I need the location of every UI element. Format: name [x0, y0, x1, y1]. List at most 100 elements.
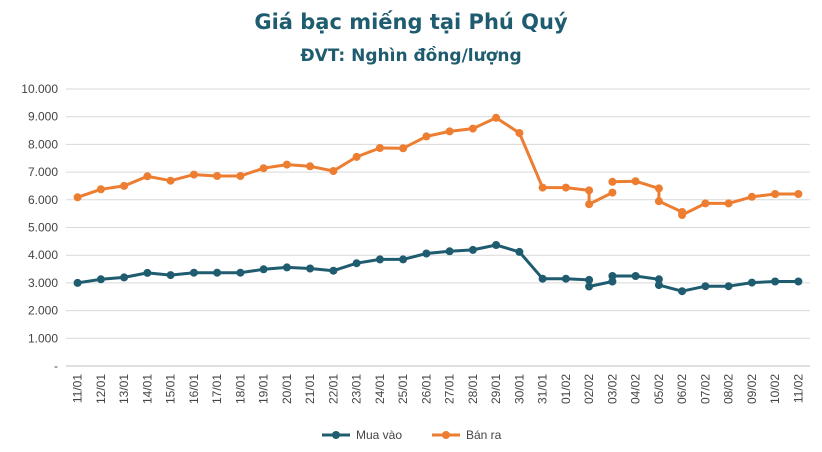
data-point: [515, 129, 524, 137]
data-point: [120, 181, 129, 190]
data-point: [259, 265, 268, 274]
data-point: [608, 277, 617, 286]
data-point: [608, 177, 617, 186]
data-point: [143, 172, 152, 181]
data-point: [213, 172, 222, 180]
data-point: [794, 277, 803, 286]
data-point: [329, 167, 338, 175]
x-tick-label: 27/01: [443, 374, 457, 404]
data-point: [375, 144, 384, 152]
data-point: [724, 199, 733, 208]
data-point: [422, 132, 431, 141]
x-tick-label: 10/02: [768, 374, 782, 404]
data-point: [631, 177, 640, 186]
data-point: [561, 183, 570, 192]
legend-swatch-marker: [332, 431, 340, 439]
x-tick-label: 25/01: [396, 374, 410, 404]
x-tick-label: 30/01: [512, 374, 526, 404]
x-tick-label: 22/01: [326, 374, 340, 404]
data-point: [329, 266, 338, 275]
data-point: [399, 255, 408, 264]
data-point: [96, 275, 105, 284]
data-point: [73, 193, 82, 202]
data-point: [561, 274, 570, 283]
x-tick-label: 29/01: [489, 374, 503, 404]
x-tick-label: 24/01: [373, 374, 387, 404]
data-point: [468, 245, 477, 254]
x-tick-label: 16/01: [187, 374, 201, 404]
data-point: [468, 124, 477, 133]
x-tick-label: 11/01: [71, 374, 85, 403]
data-point: [166, 176, 175, 185]
x-tick-label: 01/02: [559, 374, 573, 404]
data-point: [654, 275, 663, 284]
legend-label: Mua vào: [356, 428, 402, 442]
data-point: [352, 152, 361, 161]
data-point: [631, 272, 640, 280]
data-point: [678, 287, 687, 296]
data-point: [306, 264, 315, 273]
legend-swatch-marker: [442, 431, 450, 439]
data-point: [259, 164, 268, 173]
data-point: [445, 127, 454, 136]
data-point: [747, 278, 756, 287]
x-tick-label: 31/01: [536, 374, 550, 404]
y-tick-label: -: [54, 359, 58, 373]
x-tick-label: 05/02: [652, 374, 666, 404]
data-point: [585, 275, 594, 284]
x-tick-label: 08/02: [722, 374, 736, 404]
y-tick-label: 9.000: [28, 110, 58, 124]
data-point: [445, 247, 454, 256]
x-tick-label: 13/01: [117, 374, 131, 404]
data-point: [654, 281, 663, 290]
series-line: [76, 116, 614, 206]
data-point: [189, 268, 198, 277]
data-point: [213, 268, 222, 277]
x-tick-label: 18/01: [233, 374, 247, 404]
y-tick-label: 2.000: [28, 304, 58, 318]
x-tick-label: 12/01: [94, 374, 108, 404]
x-tick-label: 07/02: [698, 374, 712, 404]
data-point: [282, 160, 291, 169]
data-point: [399, 144, 408, 153]
series-line: [76, 243, 614, 288]
data-point: [771, 277, 780, 286]
data-point: [538, 183, 547, 192]
data-point: [585, 282, 594, 291]
data-point: [306, 162, 315, 171]
y-tick-label: 4.000: [28, 248, 58, 262]
y-tick-label: 10.000: [21, 82, 58, 96]
x-tick-label: 11/02: [791, 374, 805, 403]
y-tick-label: 6.000: [28, 193, 58, 207]
y-tick-label: 1.000: [28, 331, 58, 345]
x-tick-label: 21/01: [303, 374, 317, 404]
x-tick-label: 17/01: [210, 374, 224, 404]
data-point: [794, 190, 803, 198]
y-tick-label: 5.000: [28, 221, 58, 235]
x-tick-label: 19/01: [257, 374, 271, 404]
data-point: [701, 199, 710, 208]
data-point: [515, 247, 524, 256]
x-tick-label: 03/02: [605, 374, 619, 404]
data-point: [724, 282, 733, 291]
data-point: [73, 278, 82, 287]
data-point: [654, 184, 663, 193]
data-point: [585, 186, 594, 195]
x-tick-label: 23/01: [350, 374, 364, 404]
x-tick-label: 20/01: [280, 374, 294, 404]
data-point: [120, 273, 129, 282]
legend-label: Bán ra: [466, 428, 502, 442]
data-point: [282, 263, 291, 272]
x-tick-label: 02/02: [582, 374, 596, 404]
data-point: [166, 271, 175, 280]
data-point: [585, 200, 594, 209]
data-point: [375, 255, 384, 264]
y-tick-label: 7.000: [28, 165, 58, 179]
data-point: [352, 259, 361, 268]
data-point: [608, 272, 617, 280]
y-tick-label: 3.000: [28, 276, 58, 290]
x-tick-label: 04/02: [629, 374, 643, 404]
x-tick-label: 26/01: [419, 374, 433, 404]
data-point: [422, 249, 431, 258]
